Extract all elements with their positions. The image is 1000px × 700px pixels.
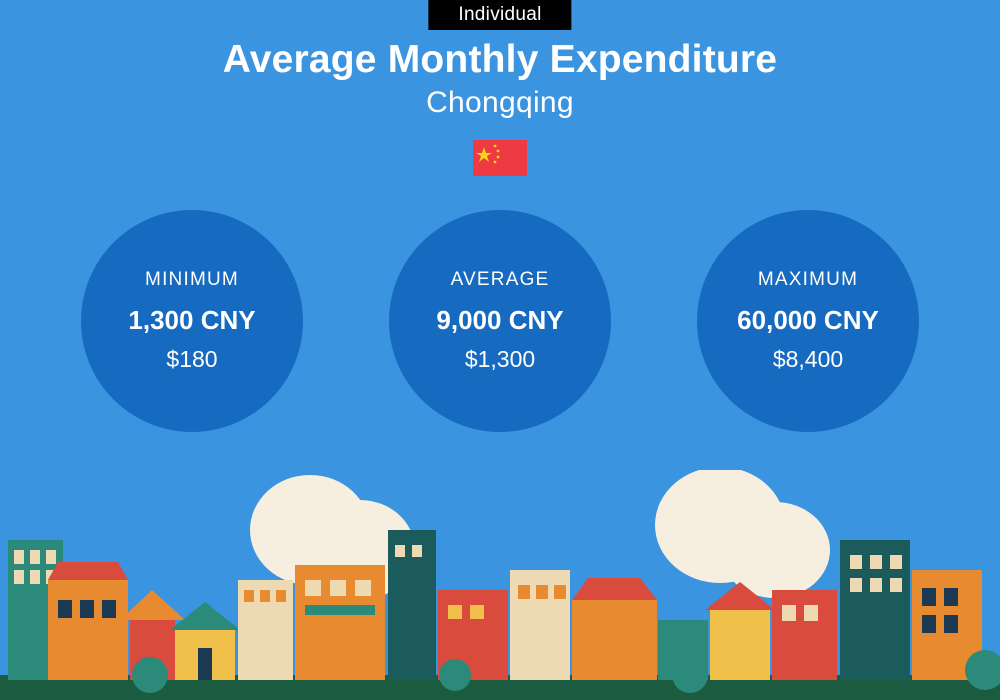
cityscape-illustration: [0, 470, 1000, 700]
city-subtitle: Chongqing: [0, 86, 1000, 120]
stat-local: 1,300 CNY: [128, 305, 255, 336]
stat-circle-maximum: MAXIMUM 60,000 CNY $8,400: [697, 210, 919, 432]
stat-label: MINIMUM: [145, 269, 239, 291]
stat-usd: $180: [166, 346, 217, 373]
stat-usd: $1,300: [465, 346, 535, 373]
stat-circle-average: AVERAGE 9,000 CNY $1,300: [389, 210, 611, 432]
badge-text: Individual: [458, 4, 541, 25]
stat-circle-minimum: MINIMUM 1,300 CNY $180: [81, 210, 303, 432]
stat-label: AVERAGE: [451, 269, 550, 291]
stat-circles-row: MINIMUM 1,300 CNY $180 AVERAGE 9,000 CNY…: [0, 210, 1000, 432]
stat-usd: $8,400: [773, 346, 843, 373]
stat-local: 60,000 CNY: [737, 305, 879, 336]
infographic-canvas: Individual Average Monthly Expenditure C…: [0, 0, 1000, 700]
category-badge: Individual: [428, 0, 571, 30]
main-title: Average Monthly Expenditure: [0, 38, 1000, 82]
china-flag-icon: [473, 140, 527, 176]
stat-local: 9,000 CNY: [436, 305, 563, 336]
stat-label: MAXIMUM: [758, 269, 858, 291]
